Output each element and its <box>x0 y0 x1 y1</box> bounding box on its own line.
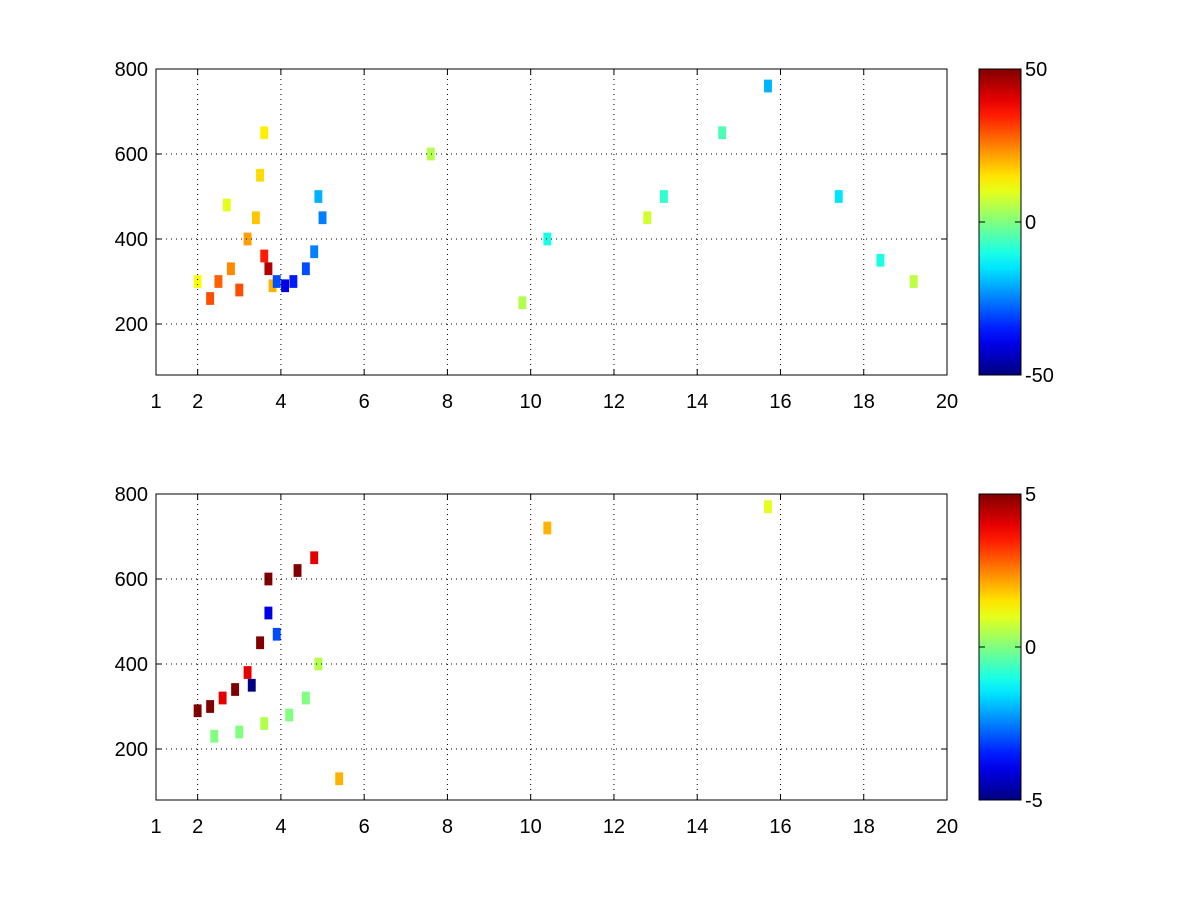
colorbar-tick-label: 5 <box>1025 484 1036 506</box>
heatmap-cell <box>256 168 265 182</box>
heatmap-cell <box>335 772 344 786</box>
x-tick-label: 12 <box>603 391 625 413</box>
colorbar-tick-label: 0 <box>1025 212 1036 234</box>
heatmap-cell <box>764 500 772 514</box>
x-tick-label: 2 <box>192 391 203 413</box>
colorbar-tick-label: -50 <box>1025 365 1054 387</box>
heatmap-cell <box>718 126 727 140</box>
y-tick-label: 200 <box>115 739 148 761</box>
y-tick-label: 800 <box>115 484 148 506</box>
heatmap-cell <box>214 275 223 288</box>
heatmap-cell <box>193 275 202 288</box>
heatmap-cell <box>251 211 260 225</box>
heatmap-cell <box>260 126 269 140</box>
x-tick-label: 16 <box>769 391 791 413</box>
heatmap-cell <box>256 636 265 650</box>
axes-frame <box>155 68 948 376</box>
heatmap-cell <box>210 729 219 743</box>
x-tick-label: 6 <box>359 391 370 413</box>
heatmap-cell <box>310 551 319 565</box>
heatmap-cell <box>293 564 302 577</box>
heatmap-cell <box>543 232 552 246</box>
y-tick-label: 600 <box>115 569 148 591</box>
heatmap-cell <box>301 691 310 705</box>
axes-frame <box>155 493 948 801</box>
x-tick-label: 8 <box>442 391 453 413</box>
heatmap-cell <box>834 190 843 203</box>
heatmap-cell <box>235 283 244 297</box>
heatmap-cell <box>226 262 235 276</box>
heatmap-cell <box>243 232 252 246</box>
y-tick-label: 600 <box>115 144 148 166</box>
heatmap-cell <box>264 262 273 276</box>
colorbar-tick-label: 0 <box>1025 637 1036 659</box>
heatmap-cell <box>264 606 273 620</box>
y-tick-label: 400 <box>115 654 148 676</box>
x-tick-label: 12 <box>603 816 625 838</box>
heatmap-cell <box>876 253 885 267</box>
x-tick-label: 4 <box>275 816 286 838</box>
heatmap-cell <box>260 717 269 730</box>
x-tick-label: 1 <box>150 391 161 413</box>
heatmap-cell <box>659 190 668 203</box>
heatmap-cell <box>426 147 435 161</box>
x-tick-label: 10 <box>520 391 542 413</box>
heatmap-cell <box>243 666 252 679</box>
heatmap-cell <box>272 627 281 641</box>
x-tick-label: 14 <box>686 816 708 838</box>
heatmap-cell <box>318 211 327 225</box>
plot-area <box>156 494 947 800</box>
heatmap-cell <box>272 275 281 288</box>
x-tick-label: 10 <box>520 816 542 838</box>
heatmap-cell <box>518 296 527 310</box>
heatmap-cell <box>193 704 202 718</box>
heatmap-cell <box>314 657 323 671</box>
heatmap-cell <box>231 683 240 696</box>
heatmap-cell <box>218 691 227 705</box>
x-tick-label: 18 <box>853 391 875 413</box>
x-tick-label: 16 <box>769 816 791 838</box>
heatmap-cell <box>260 249 269 263</box>
heatmap-cell <box>247 678 256 692</box>
plot-area <box>156 69 947 375</box>
y-tick-label: 200 <box>115 314 148 336</box>
heatmap-cell <box>281 279 290 293</box>
x-tick-label: 6 <box>359 816 370 838</box>
colorbar-tick-label: -5 <box>1025 790 1043 812</box>
x-tick-label: 1 <box>150 816 161 838</box>
heatmap-cell <box>289 275 298 288</box>
heatmap-cell <box>264 572 273 586</box>
colorbar-tick-label: 50 <box>1025 59 1047 81</box>
x-tick-label: 20 <box>936 391 958 413</box>
heatmap-cell <box>909 275 918 288</box>
heatmap-cell <box>285 708 294 722</box>
x-tick-label: 2 <box>192 816 203 838</box>
x-tick-label: 20 <box>936 816 958 838</box>
heatmap-cell <box>314 190 323 203</box>
heatmap-cell <box>268 279 277 293</box>
heatmap-cell <box>235 725 244 739</box>
y-tick-label: 800 <box>115 59 148 81</box>
x-tick-label: 4 <box>275 391 286 413</box>
heatmap-cell <box>543 521 552 535</box>
colorbar <box>979 69 1021 375</box>
heatmap-cell <box>764 79 772 93</box>
heatmap-cell <box>222 198 231 212</box>
x-tick-label: 8 <box>442 816 453 838</box>
heatmap-cell <box>206 700 215 713</box>
y-tick-label: 400 <box>115 229 148 251</box>
colorbar <box>979 494 1021 800</box>
heatmap-cell <box>301 262 310 276</box>
heatmap-cell <box>643 211 652 225</box>
heatmap-cell <box>206 292 215 305</box>
x-tick-label: 18 <box>853 816 875 838</box>
x-tick-label: 14 <box>686 391 708 413</box>
heatmap-cell <box>310 245 319 259</box>
